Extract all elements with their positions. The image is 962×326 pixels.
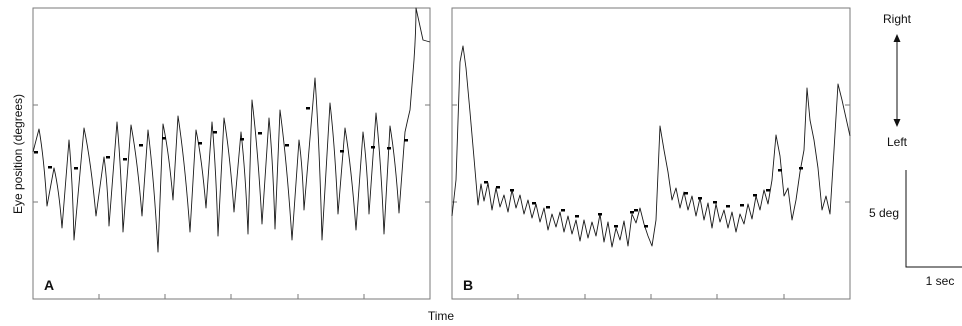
fixation-mark [698, 197, 702, 200]
fixation-mark [162, 137, 166, 140]
scale-bar-horizontal-label: 1 sec [926, 274, 955, 288]
direction-left-label: Left [887, 135, 908, 149]
panel-b-frame [451, 7, 851, 300]
scale-bar-vertical-label: 5 deg [869, 206, 899, 220]
fixation-mark [106, 156, 110, 159]
fixation-mark [510, 189, 514, 192]
fixation-mark [778, 169, 782, 172]
panel-b-label: B [463, 277, 473, 293]
x-axis-label: Time [428, 309, 455, 323]
fixation-mark [684, 192, 688, 195]
fixation-mark [139, 144, 143, 147]
fixation-mark [340, 150, 344, 153]
fixation-mark [258, 132, 262, 135]
scale-bar: 5 deg 1 sec [869, 170, 962, 288]
y-axis-label: Eye position (degrees) [11, 94, 25, 214]
fixation-mark [371, 146, 375, 149]
direction-right-label: Right [883, 12, 912, 26]
fixation-mark [285, 144, 289, 147]
fixation-mark [644, 225, 648, 228]
fixation-mark [713, 201, 717, 204]
fixation-mark [48, 166, 52, 169]
panel-b-eye-trace [451, 45, 851, 248]
fixation-mark [634, 209, 638, 212]
fixation-mark [614, 225, 618, 228]
fixation-mark [213, 131, 217, 134]
fixation-mark [561, 209, 565, 212]
fixation-mark [123, 158, 127, 161]
panel-b-fixation-marks [484, 167, 803, 228]
fixation-mark [404, 139, 408, 142]
fixation-mark [387, 147, 391, 150]
fixation-mark [306, 107, 310, 110]
direction-legend: Right Left [883, 12, 912, 149]
arrow-down-icon [893, 119, 901, 127]
panel-a-ticks [33, 104, 430, 299]
panel-a: A [32, 7, 431, 300]
fixation-mark [598, 213, 602, 216]
fixation-mark [74, 167, 78, 170]
fixation-mark [34, 151, 38, 154]
panel-b-ticks [452, 104, 850, 299]
fixation-mark [740, 204, 744, 207]
fixation-mark [753, 194, 757, 197]
fixation-mark [726, 205, 730, 208]
panel-a-label: A [44, 277, 54, 293]
arrow-up-icon [893, 34, 901, 42]
fixation-mark [484, 181, 488, 184]
panel-a-eye-trace [32, 7, 431, 253]
fixation-mark [546, 206, 550, 209]
fixation-mark [532, 202, 536, 205]
panel-a-fixation-marks [34, 107, 408, 170]
fixation-mark [799, 167, 803, 170]
fixation-mark [496, 186, 500, 189]
panel-b: B [451, 7, 851, 300]
panel-a-frame [32, 7, 431, 300]
fixation-mark [630, 211, 634, 214]
fixation-mark [766, 189, 770, 192]
fixation-mark [575, 215, 579, 218]
fixation-mark [240, 138, 244, 141]
fixation-mark [198, 142, 202, 145]
scale-bar-lines [905, 170, 962, 268]
